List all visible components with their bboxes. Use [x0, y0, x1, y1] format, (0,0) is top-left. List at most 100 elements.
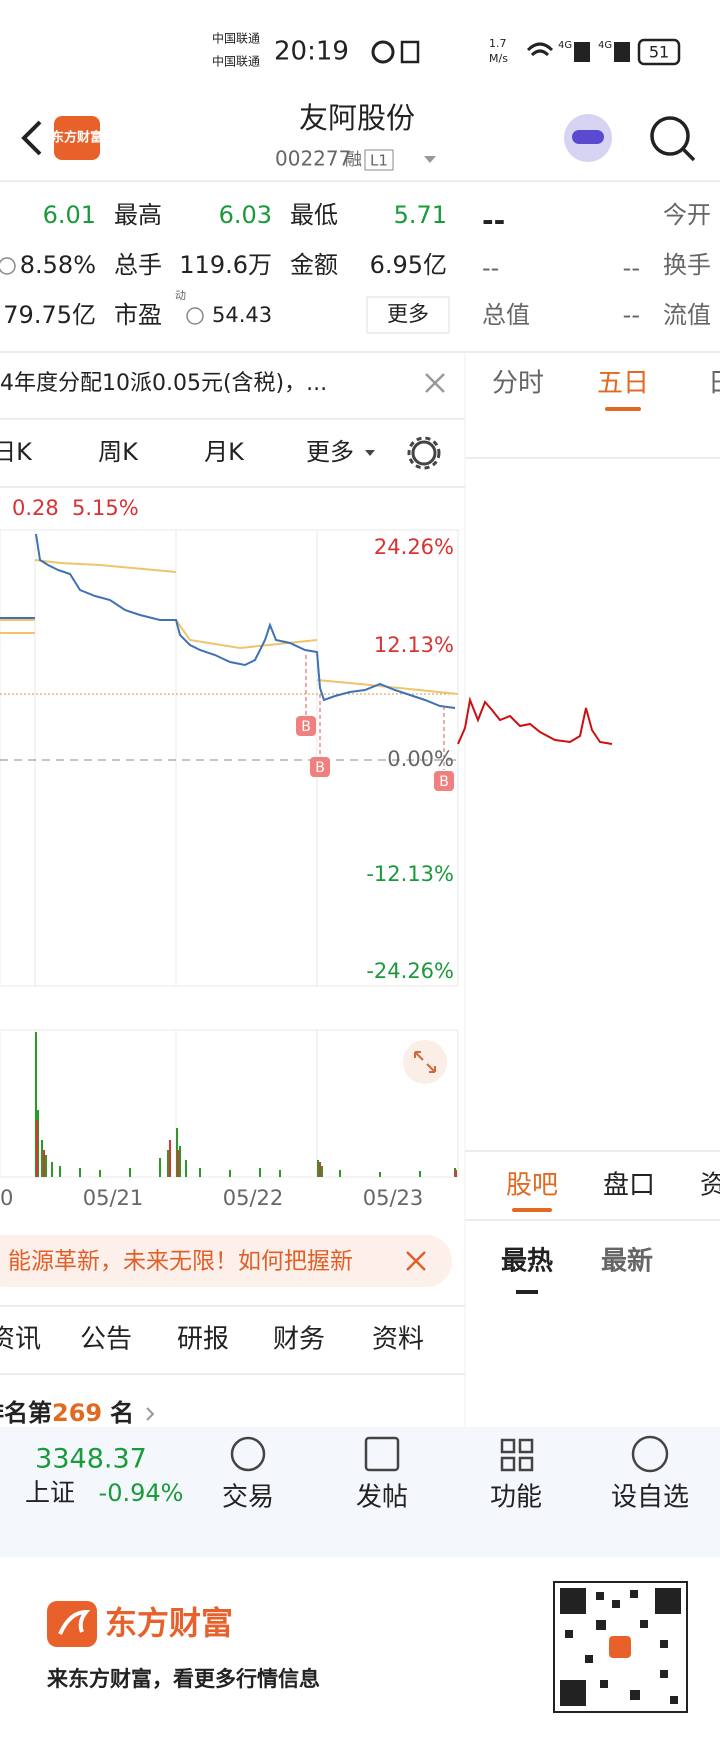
- level-tag-box: [364, 149, 394, 171]
- five-day-line: [457, 696, 613, 745]
- period-tab[interactable]: 周K: [98, 438, 139, 466]
- signal-icon: [574, 42, 590, 62]
- logo[interactable]: [54, 116, 100, 160]
- change-pct: 5.15%: [72, 496, 139, 520]
- signal-icon: [614, 42, 630, 62]
- chart-tab[interactable]: 日: [708, 369, 720, 399]
- trade-marker-label: B: [315, 760, 325, 776]
- value-placeholder: --: [623, 254, 640, 282]
- x-label: 05/22: [223, 1186, 284, 1210]
- trade-icon: [230, 1436, 266, 1472]
- clock: 20:19: [274, 37, 349, 67]
- level-tag: L1: [370, 152, 388, 170]
- slogan: 来东方财富，看更多行情信息: [47, 1667, 320, 1691]
- info-icon[interactable]: [186, 307, 204, 325]
- trade-marker-label: B: [301, 719, 311, 735]
- tab-indicator: [605, 407, 641, 411]
- more-button[interactable]: [366, 296, 450, 334]
- back-button[interactable]: [21, 120, 42, 156]
- carrier: 中国联通: [212, 54, 260, 69]
- bottom-item[interactable]: 设自选: [611, 1483, 689, 1513]
- period-tab[interactable]: 更多: [306, 438, 354, 466]
- price-right: --: [482, 204, 505, 237]
- value-placeholder: --: [482, 254, 499, 282]
- trade-marker[interactable]: [296, 716, 316, 736]
- search-handle: [681, 147, 696, 162]
- stock-code: 002277: [275, 147, 351, 171]
- avatar-visor: [572, 130, 604, 144]
- info-tab[interactable]: 研报: [177, 1325, 229, 1355]
- y-label: 12.13%: [374, 633, 454, 657]
- expand-button[interactable]: [403, 1040, 447, 1084]
- notice[interactable]: 4年度分配10派0.05元(含税)，...: [0, 371, 327, 396]
- chart-frame: [0, 529, 459, 987]
- expand-icon: [414, 1051, 436, 1073]
- battery-icon: [637, 38, 681, 66]
- logo-text: 东方财富: [51, 130, 103, 146]
- sort-tab-active[interactable]: 最热: [501, 1247, 553, 1277]
- post-icon: [364, 1436, 400, 1472]
- info-icon[interactable]: [0, 257, 16, 275]
- index-value[interactable]: 3348.37: [35, 1444, 147, 1475]
- info-tab[interactable]: 资讯: [0, 1325, 41, 1355]
- brand-name: 东方财富: [105, 1604, 233, 1642]
- brand-logo-mark: [58, 1609, 91, 1635]
- chevron: [146, 1407, 155, 1421]
- trade-marker[interactable]: [310, 757, 330, 777]
- period-tab[interactable]: 日K: [0, 438, 33, 466]
- battery-level: 51: [649, 43, 669, 62]
- dropdown-icon[interactable]: [424, 156, 436, 163]
- community-tab[interactable]: 盘口: [603, 1171, 655, 1201]
- turnover-rate: 8.58%: [20, 251, 96, 279]
- wifi-icon: [526, 42, 554, 57]
- close-notice[interactable]: [425, 373, 445, 393]
- info-tab[interactable]: 财务: [273, 1325, 325, 1355]
- close-banner[interactable]: [406, 1251, 426, 1271]
- qr-finders: [560, 1588, 681, 1706]
- rank-suffix: 名: [110, 1399, 134, 1427]
- chart-tab[interactable]: 分时: [492, 369, 544, 399]
- chart-tab-active[interactable]: 五日: [597, 369, 649, 399]
- pe-tag: 动: [175, 289, 186, 302]
- bottom-item[interactable]: 交易: [222, 1483, 274, 1513]
- y-label: -24.26%: [366, 959, 454, 983]
- volume: 119.6万: [179, 251, 272, 279]
- volume-frame: [0, 1029, 459, 1178]
- function-icon: [500, 1438, 534, 1472]
- nfc-icon: [400, 40, 420, 64]
- amount: 6.95亿: [370, 251, 447, 279]
- trade-marker[interactable]: [434, 771, 454, 791]
- bottom-item[interactable]: 功能: [490, 1483, 542, 1513]
- sort-tab[interactable]: 最新: [601, 1246, 653, 1277]
- net-speed-unit: M/s: [489, 52, 508, 65]
- promo-banner[interactable]: [0, 1235, 452, 1287]
- x-label: 05/23: [363, 1186, 424, 1210]
- network: 4G: [558, 40, 572, 51]
- search-button[interactable]: [650, 116, 690, 156]
- high: 6.03: [219, 201, 272, 229]
- intraday-chart: 0.28 5.15% B B B 24.26% 12.13% 0.00% -12…: [0, 496, 613, 987]
- brand-logo: [47, 1601, 97, 1647]
- community-tab-active[interactable]: 股吧: [506, 1171, 558, 1201]
- qr-logo: [609, 1636, 631, 1658]
- settings-button[interactable]: [411, 440, 437, 466]
- market-cap: 79.75亿: [3, 301, 96, 329]
- average-price-line: [0, 559, 459, 695]
- community-tab[interactable]: 资: [700, 1171, 720, 1201]
- watchlist-icon: [631, 1435, 669, 1473]
- info-tab[interactable]: 资料: [372, 1325, 424, 1355]
- carrier: 中国联通: [212, 31, 260, 46]
- promo-text: 能源革新，未来无限！如何把握新: [8, 1249, 353, 1275]
- more-button-label: 更多: [387, 302, 429, 326]
- amount-label: 金额: [290, 251, 338, 279]
- period-tab[interactable]: 月K: [204, 438, 245, 466]
- change: 0.28: [12, 496, 59, 520]
- eye-icon: [371, 40, 395, 64]
- net-speed: 1.7: [489, 37, 507, 50]
- price-line: [0, 533, 456, 709]
- open-label: 今开: [663, 201, 711, 229]
- info-tab[interactable]: 公告: [80, 1325, 132, 1355]
- bottom-item[interactable]: 发帖: [356, 1483, 408, 1513]
- high-label: 最高: [114, 201, 162, 229]
- tab-indicator: [512, 1208, 552, 1212]
